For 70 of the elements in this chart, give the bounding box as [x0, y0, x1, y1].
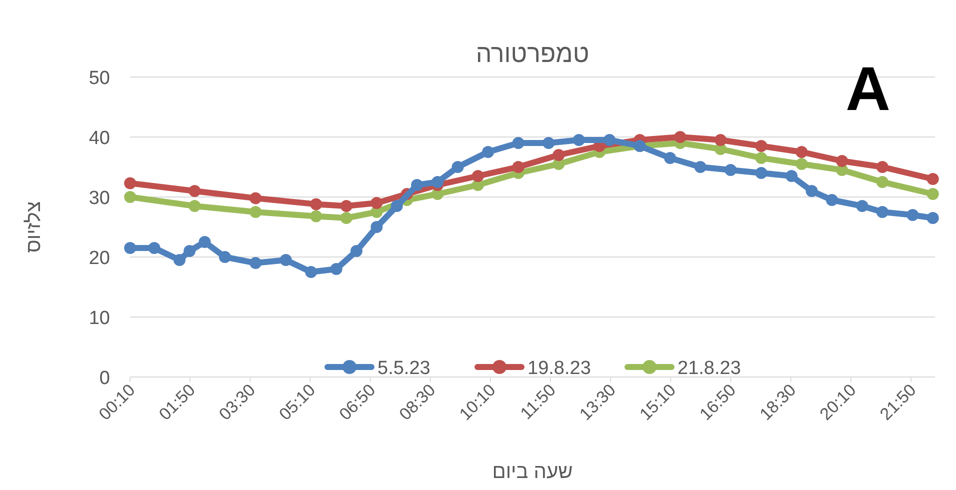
point — [350, 245, 362, 257]
point — [432, 176, 444, 188]
point — [694, 161, 706, 173]
point — [674, 131, 686, 143]
point — [926, 173, 939, 185]
point — [390, 200, 403, 212]
point — [124, 242, 136, 254]
point — [305, 266, 318, 278]
point — [856, 200, 868, 212]
point — [198, 236, 211, 248]
point — [876, 176, 888, 188]
point — [755, 152, 768, 164]
chart-title: טמפרטורה — [476, 40, 590, 68]
point — [876, 206, 888, 218]
y-tick-label: 50 — [88, 68, 110, 89]
point — [250, 206, 262, 218]
point — [724, 164, 737, 176]
point — [664, 152, 676, 164]
point — [452, 161, 464, 173]
point — [512, 161, 524, 173]
y-tick-label: 40 — [88, 128, 110, 149]
point — [542, 137, 555, 149]
legend-label: 21.8.23 — [678, 358, 741, 379]
point — [124, 191, 136, 203]
point — [250, 257, 262, 269]
annotation: A — [846, 55, 890, 124]
legend-label: 5.5.23 — [378, 358, 430, 379]
y-axis-title: צלזיוס — [23, 201, 45, 253]
point — [411, 179, 424, 191]
point — [926, 212, 939, 224]
y-tick-label: 10 — [88, 308, 110, 329]
point — [148, 242, 160, 254]
point — [604, 134, 616, 146]
point — [472, 170, 484, 182]
point — [786, 170, 798, 182]
point — [876, 161, 888, 173]
x-axis-title: שעה ביום — [492, 461, 573, 483]
point — [340, 212, 352, 224]
point — [572, 134, 585, 146]
point — [482, 146, 494, 158]
point — [552, 149, 565, 161]
y-tick-label: 30 — [88, 188, 110, 209]
point — [174, 254, 186, 266]
point — [340, 200, 352, 212]
point — [188, 200, 201, 212]
point — [796, 146, 808, 158]
point — [370, 197, 383, 209]
point — [370, 221, 383, 233]
point — [755, 140, 768, 152]
point — [250, 192, 262, 204]
point — [836, 155, 848, 167]
legend-label: 19.8.23 — [528, 358, 591, 379]
point — [714, 134, 727, 146]
point — [310, 210, 322, 222]
point — [184, 245, 196, 257]
point — [512, 137, 524, 149]
point — [755, 167, 768, 179]
point — [280, 254, 292, 266]
point — [926, 188, 939, 200]
point — [124, 177, 136, 190]
point — [330, 263, 342, 275]
y-tick-label: 20 — [88, 248, 110, 269]
point — [906, 209, 919, 221]
point — [218, 251, 231, 263]
y-tick-label: 0 — [99, 368, 110, 389]
point — [806, 185, 818, 197]
point — [826, 194, 838, 206]
point — [310, 198, 322, 210]
point — [188, 185, 201, 197]
point — [796, 158, 808, 170]
